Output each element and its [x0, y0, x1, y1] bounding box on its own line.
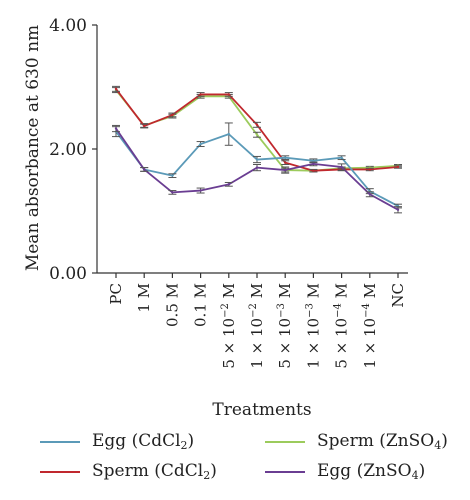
data-point [312, 162, 315, 166]
data-point [171, 174, 174, 177]
data-point [284, 161, 287, 164]
x-tick-label: 1 M [135, 283, 153, 313]
legend-label: Sperm (ZnSO4) [317, 431, 448, 452]
data-point [340, 165, 343, 169]
data-point [284, 168, 287, 172]
legend-label: Sperm (CdCl2) [92, 461, 217, 482]
data-point [255, 166, 259, 169]
data-point [340, 156, 343, 159]
legend: Egg (CdCl2) Sperm (CdCl2) Sperm (ZnSO4) Egg… [0, 423, 470, 493]
x-tick-label: 1 × 10−3 M [304, 283, 322, 369]
x-tick-label: NC [389, 283, 407, 308]
legend-swatch [40, 440, 80, 443]
x-tick-label: PC [107, 283, 125, 305]
data-point [171, 191, 174, 194]
tick-labels: 0.00 2.00 4.00 PC 1 M 0.5 M 0.1 M 5 × 10−2 M 1 ×… [49, 16, 407, 369]
data-point [284, 156, 287, 159]
data-point [143, 168, 146, 171]
data-point [199, 189, 202, 192]
data-point [368, 193, 371, 196]
legend-label: Egg (CdCl2) [92, 431, 195, 452]
data-point [396, 208, 400, 211]
legend-item: Egg (CdCl2) [40, 431, 194, 452]
data-point [396, 165, 400, 169]
x-tick-label: 1 × 10−4 M [361, 283, 379, 369]
y-axis-title: Mean absorbance at 630 nm [23, 25, 43, 271]
data-point [114, 127, 118, 130]
data-point [255, 158, 259, 161]
data-point [255, 123, 259, 127]
series-layer [112, 85, 402, 214]
x-tick-label: 5 × 10−3 M [276, 283, 294, 369]
legend-item: Sperm (ZnSO4) [265, 431, 448, 452]
data-point [171, 113, 174, 117]
axes [92, 24, 408, 278]
data-point [368, 168, 371, 171]
data-point [227, 183, 230, 186]
data-point [312, 169, 315, 172]
legend-swatch [40, 470, 80, 473]
x-tick-label: 0.5 M [163, 283, 181, 327]
y-tick-label: 0.00 [49, 264, 87, 284]
x-tick-label: 5 × 10−4 M [333, 283, 351, 369]
legend-swatch [265, 470, 305, 473]
data-point [114, 87, 118, 91]
x-tick-label: 1 × 10−2 M [248, 283, 266, 369]
x-axis-title: Treatments [212, 400, 311, 420]
data-point [312, 159, 315, 162]
data-point [199, 142, 202, 146]
legend-item: Sperm (CdCl2) [40, 461, 217, 482]
y-tick-label: 4.00 [49, 16, 87, 36]
x-tick-label: 5 × 10−2 M [220, 283, 238, 369]
data-point [227, 93, 230, 96]
data-point [143, 124, 146, 128]
data-point [199, 93, 202, 96]
data-point [227, 132, 230, 136]
legend-label: Egg (ZnSO4) [317, 461, 426, 482]
legend-item: Egg (ZnSO4) [265, 461, 425, 482]
series-3 [112, 124, 402, 214]
x-tick-label: 0.1 M [192, 283, 210, 327]
y-tick-label: 2.00 [49, 140, 87, 160]
legend-swatch [265, 440, 305, 443]
data-point [255, 133, 259, 136]
